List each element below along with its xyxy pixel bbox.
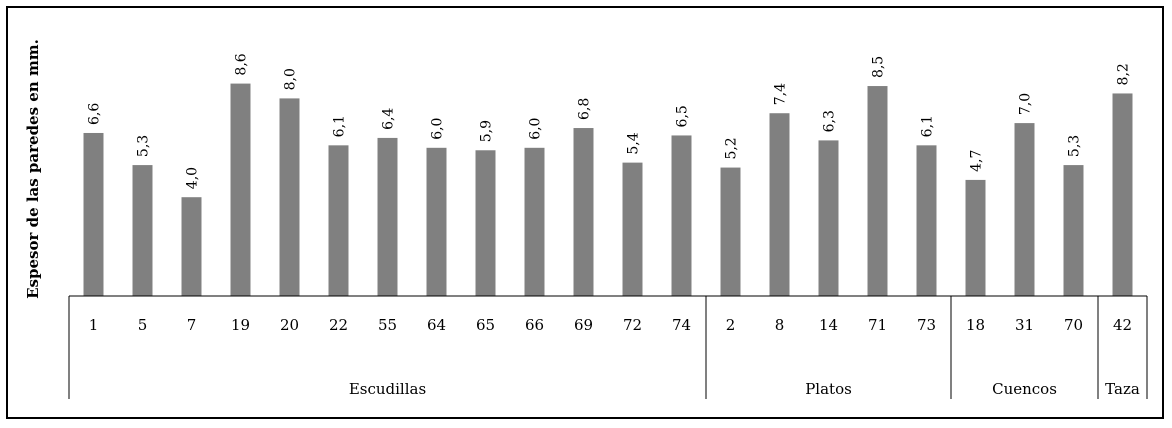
- category-label: 22: [329, 316, 348, 334]
- data-label: 6,3: [822, 110, 838, 132]
- category-label: 72: [623, 316, 642, 334]
- data-label: 6,0: [528, 118, 544, 140]
- bar: [279, 98, 300, 297]
- category-label: 71: [868, 316, 887, 334]
- bar: [818, 140, 839, 296]
- bar: [671, 135, 692, 296]
- bar: [769, 113, 790, 296]
- bar: [328, 145, 349, 296]
- category-label: 8: [775, 316, 785, 334]
- bar: [573, 128, 594, 296]
- data-label: 5,2: [724, 137, 740, 159]
- bar: [377, 137, 398, 296]
- category-label: 18: [966, 316, 985, 334]
- bar: [83, 132, 104, 296]
- y-axis-label: Espesor de las paredes en mm.: [24, 39, 42, 299]
- category-label: 20: [280, 316, 299, 334]
- chart-frame: Espesor de las paredes en mm. 6,6 5,3 4,0 8…: [6, 6, 1164, 419]
- bar: [867, 86, 888, 296]
- data-label: 5,4: [626, 132, 642, 154]
- data-label: 4,0: [185, 167, 201, 189]
- bar: [181, 197, 202, 296]
- data-label: 6,4: [381, 108, 397, 130]
- category-label: 69: [574, 316, 593, 334]
- category-label: 55: [378, 316, 397, 334]
- bar: [132, 165, 153, 296]
- category-label: 73: [917, 316, 936, 334]
- category-label: 2: [726, 316, 736, 334]
- bar: [916, 145, 937, 296]
- bar: [475, 150, 496, 296]
- bar: [426, 147, 447, 296]
- data-label: 4,7: [969, 150, 985, 172]
- bar: [524, 147, 545, 296]
- data-label: 8,6: [234, 53, 250, 75]
- data-label: 7,0: [1018, 93, 1034, 115]
- data-label: 6,8: [577, 98, 593, 120]
- data-label: 5,3: [136, 135, 152, 157]
- bar: [622, 162, 643, 296]
- category-label: 7: [187, 316, 197, 334]
- category-label: 70: [1064, 316, 1083, 334]
- data-label: 5,3: [1067, 135, 1083, 157]
- bar: [230, 83, 251, 296]
- category-label: 5: [138, 316, 148, 334]
- data-label: 6,1: [332, 115, 348, 137]
- bar: [1014, 123, 1035, 296]
- category-label: 1: [89, 316, 99, 334]
- group-label: Taza: [1105, 380, 1140, 398]
- data-label: 8,5: [871, 56, 887, 78]
- category-label: 31: [1015, 316, 1034, 334]
- category-label: 64: [427, 316, 446, 334]
- data-label: 6,6: [87, 103, 103, 125]
- category-label: 66: [525, 316, 544, 334]
- category-label: 74: [672, 316, 691, 334]
- category-label: 42: [1113, 316, 1132, 334]
- group-label: Cuencos: [992, 380, 1057, 398]
- group-label: Platos: [805, 380, 852, 398]
- data-label: 8,0: [283, 68, 299, 90]
- data-label: 6,0: [430, 118, 446, 140]
- data-label: 6,5: [675, 105, 691, 127]
- category-label: 14: [819, 316, 838, 334]
- bar: [965, 179, 986, 296]
- data-label: 6,1: [920, 115, 936, 137]
- group-label: Escudillas: [349, 380, 426, 398]
- bar-chart: Espesor de las paredes en mm. 6,6 5,3 4,0 8…: [24, 39, 1148, 399]
- data-label: 5,9: [479, 120, 495, 142]
- bar: [720, 167, 741, 296]
- category-label: 65: [476, 316, 495, 334]
- category-label: 19: [231, 316, 250, 334]
- bar: [1063, 165, 1084, 296]
- data-label: 7,4: [773, 83, 789, 105]
- data-label: 8,2: [1116, 63, 1132, 85]
- bar: [1112, 93, 1133, 297]
